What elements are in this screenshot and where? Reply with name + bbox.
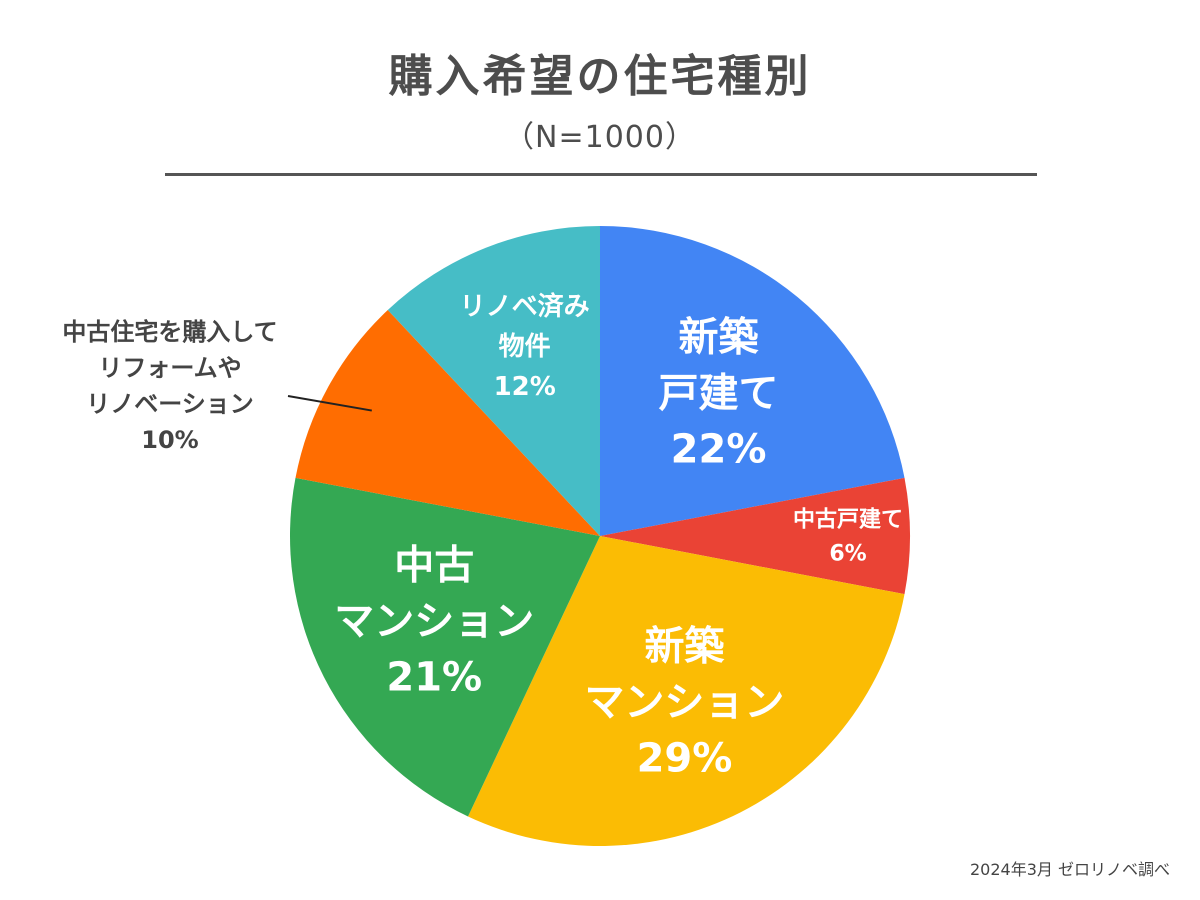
data-label-text: マンション bbox=[584, 680, 784, 726]
data-label-text: 戸建て bbox=[659, 371, 779, 417]
data-label-text: 物件 bbox=[499, 332, 551, 362]
data-label-text: リフォームや bbox=[98, 354, 241, 382]
data-label-text: 中古 bbox=[394, 542, 474, 588]
data-label-text: 新築 bbox=[679, 315, 760, 361]
data-label-value: 29% bbox=[637, 736, 733, 782]
data-label-value: 6% bbox=[829, 542, 866, 567]
data-label-text: 新築 bbox=[644, 624, 725, 670]
data-label-text: 中古住宅を購入して bbox=[62, 318, 277, 346]
pie-slice-1 bbox=[600, 226, 905, 536]
pie-slice-6 bbox=[387, 226, 600, 536]
pie-slice-4 bbox=[290, 477, 600, 817]
leader-line bbox=[287, 395, 372, 412]
pie-slice-2 bbox=[600, 477, 910, 595]
data-label-value: 21% bbox=[386, 654, 482, 700]
source-note: 2024年3月 ゼロリノベ調べ bbox=[970, 860, 1170, 879]
data-label-text: リノベーション bbox=[86, 390, 254, 418]
data-label-text: マンション bbox=[334, 598, 534, 644]
data-label-text: 中古戸建て bbox=[793, 507, 903, 533]
pie-slice-5 bbox=[295, 310, 600, 536]
data-label-value: 22% bbox=[671, 427, 767, 473]
title-divider bbox=[165, 173, 1037, 176]
data-label-text: リノベ済み bbox=[460, 291, 590, 322]
pie-slice-3 bbox=[468, 536, 905, 846]
chart-subtitle: （N=1000） bbox=[504, 120, 696, 155]
data-label-value: 10% bbox=[141, 426, 198, 454]
data-label-value: 12% bbox=[494, 372, 556, 402]
chart-title: 購入希望の住宅種別 bbox=[388, 51, 812, 102]
